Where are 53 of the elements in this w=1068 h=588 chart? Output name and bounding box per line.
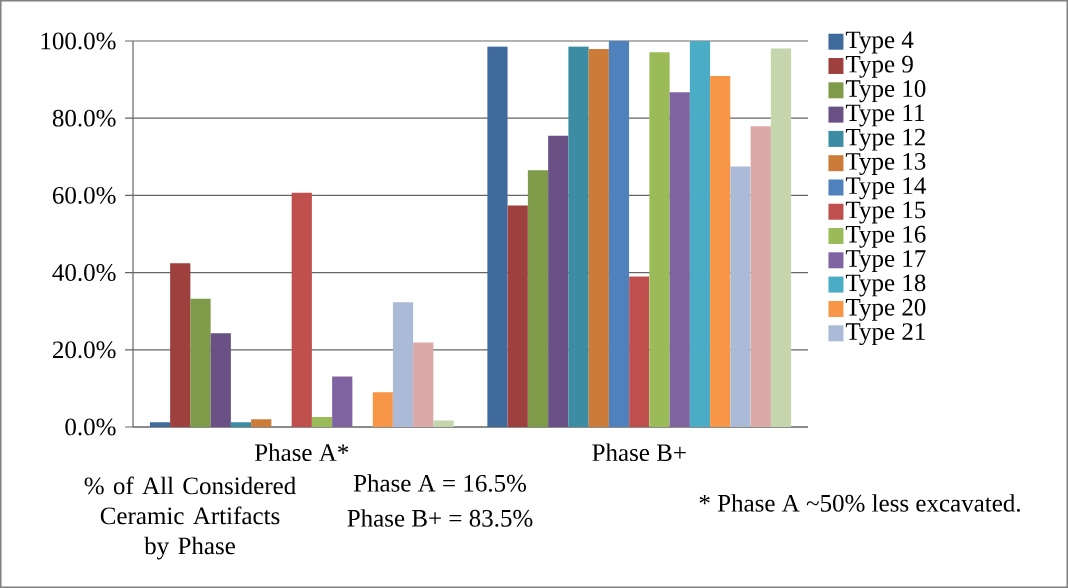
bar <box>487 46 508 427</box>
legend-label: Type 21 <box>845 323 925 346</box>
legend-label: Type 14 <box>845 177 926 200</box>
bar <box>568 46 589 427</box>
legend-label: Type 11 <box>845 104 924 127</box>
y-tick-label: 60.0% <box>52 186 116 204</box>
bar <box>332 376 353 427</box>
bar <box>210 333 231 427</box>
legend-label: Type 12 <box>845 128 925 151</box>
x-tick-label: Phase B+ <box>592 443 686 462</box>
legend-label: Type 16 <box>845 225 926 248</box>
y-tick-label: 80.0% <box>52 109 116 127</box>
bar <box>770 48 792 427</box>
bar <box>527 170 549 427</box>
legend-label: Type 9 <box>845 55 913 78</box>
bar <box>608 40 630 427</box>
text: * Phase A ~50% less excavated. <box>699 494 1020 512</box>
bar <box>392 302 414 427</box>
bar <box>311 416 333 427</box>
y-tick-label: 40.0% <box>52 264 116 282</box>
bar <box>710 76 731 427</box>
text: Phase A = 16.5% <box>353 474 527 492</box>
bar <box>730 166 751 427</box>
x-tick-label: Phase A* <box>254 443 349 462</box>
y-tick-label: 100.0% <box>41 32 116 50</box>
bar <box>548 135 569 427</box>
y-tick-label: 0.0% <box>65 418 116 436</box>
bar <box>251 419 272 427</box>
bar <box>170 263 191 427</box>
bar <box>291 192 312 427</box>
bar <box>750 126 771 427</box>
bar <box>588 49 609 427</box>
bar <box>372 392 393 427</box>
legend-label: Type 20 <box>845 298 926 321</box>
bar <box>230 422 252 427</box>
text: % of All Considered Ceramic Artifacts by Phase <box>84 476 296 560</box>
legend-label: Type 15 <box>845 201 926 224</box>
legend-label: Type 18 <box>845 274 926 297</box>
y-tick-label: 20.0% <box>53 341 116 359</box>
bar <box>669 92 690 427</box>
bar <box>649 52 670 427</box>
bar <box>433 420 454 427</box>
text: Phase B+ = 83.5% <box>347 509 533 527</box>
legend-label: Type 10 <box>845 80 926 103</box>
bar <box>149 422 171 427</box>
bar <box>413 342 434 427</box>
bar <box>629 276 650 427</box>
bar <box>190 298 211 427</box>
legend-label: Type 17 <box>845 250 926 273</box>
legend-label: Type 13 <box>845 153 926 175</box>
legend-label: Type 4 <box>845 31 914 54</box>
bar <box>689 40 711 427</box>
bar <box>507 205 528 427</box>
